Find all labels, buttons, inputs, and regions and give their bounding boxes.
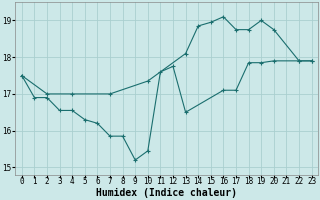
X-axis label: Humidex (Indice chaleur): Humidex (Indice chaleur): [96, 188, 237, 198]
